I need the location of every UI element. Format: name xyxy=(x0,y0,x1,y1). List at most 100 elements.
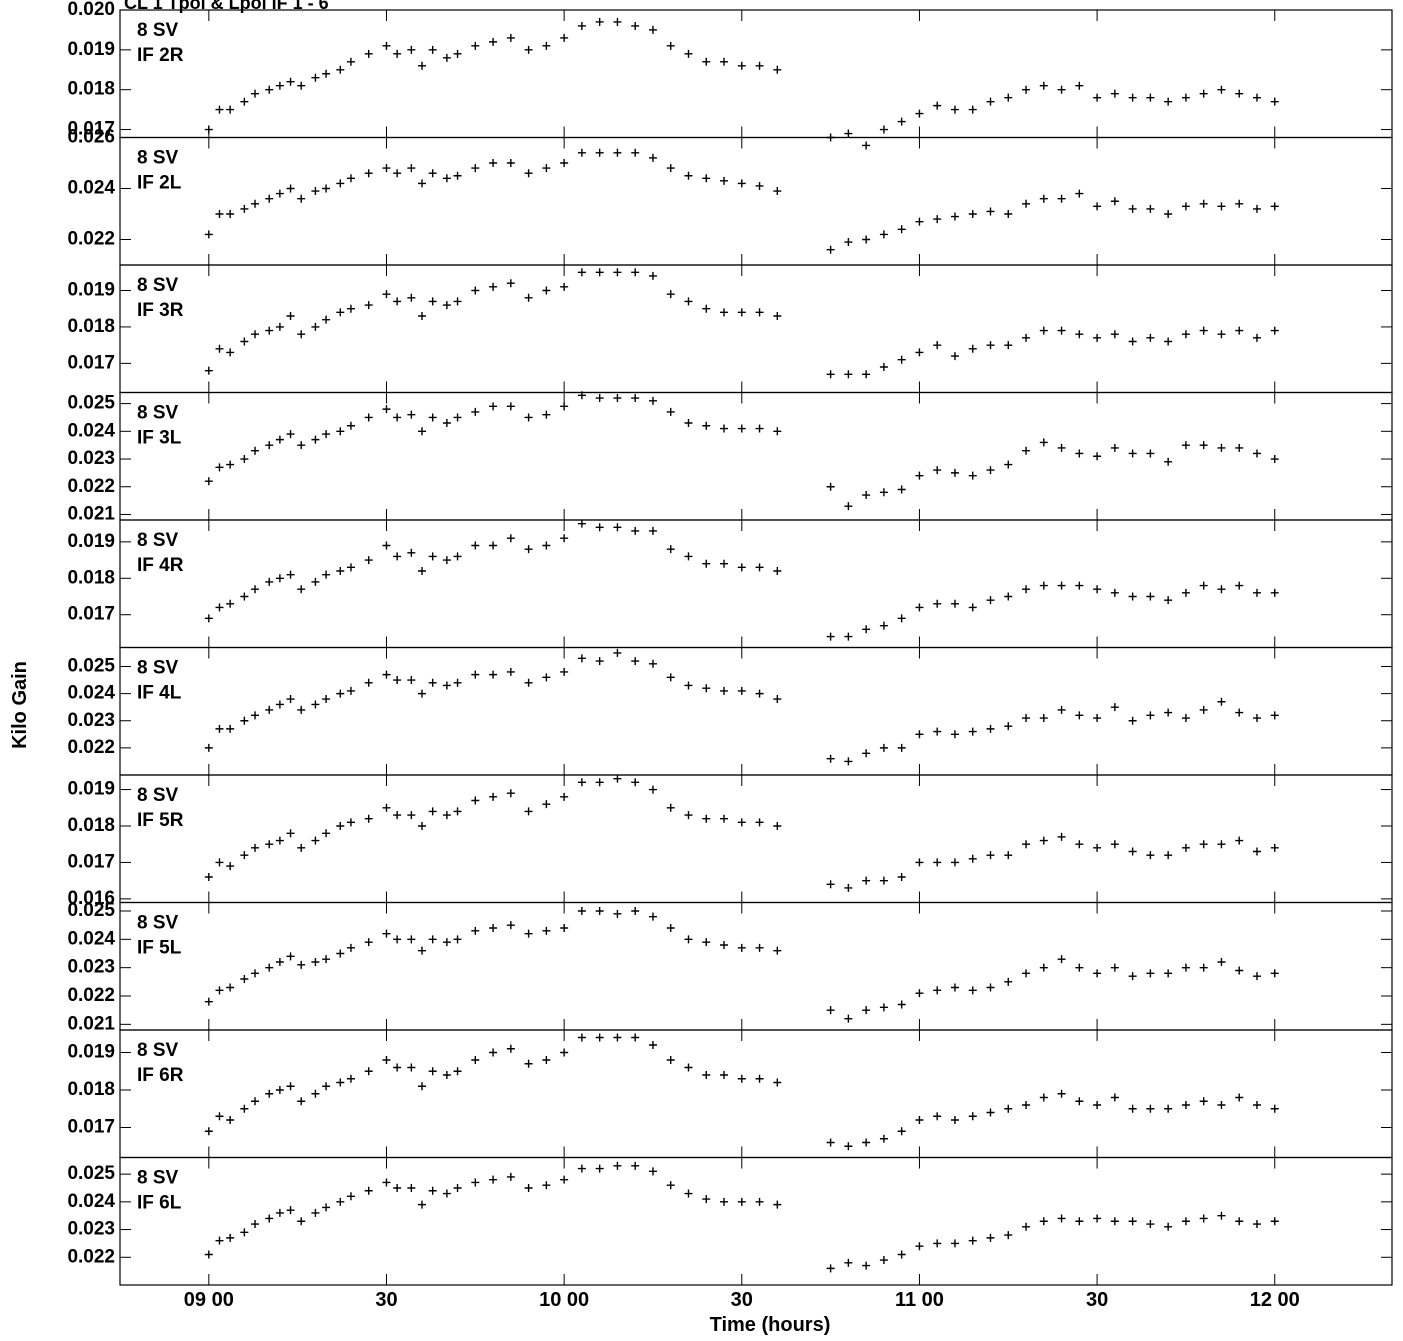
data-point xyxy=(1093,93,1102,102)
data-point xyxy=(286,430,295,439)
data-point xyxy=(506,402,515,411)
data-point xyxy=(737,563,746,572)
data-point xyxy=(773,427,782,436)
data-point xyxy=(322,69,331,78)
data-point xyxy=(428,807,437,816)
data-point xyxy=(1181,441,1190,450)
data-point xyxy=(524,678,533,687)
data-point xyxy=(1270,1104,1279,1113)
panel-label-source: 8 SV xyxy=(137,403,179,424)
data-point xyxy=(1270,455,1279,464)
data-point xyxy=(720,559,729,568)
data-point xyxy=(275,322,284,331)
data-point xyxy=(1075,449,1084,458)
data-point xyxy=(418,567,427,575)
data-point xyxy=(226,862,235,871)
data-point xyxy=(755,943,764,952)
data-point xyxy=(968,210,977,218)
data-point xyxy=(1075,330,1084,339)
panel-label-source: 8 SV xyxy=(137,785,179,806)
data-point xyxy=(240,97,249,106)
data-point xyxy=(1181,588,1190,597)
data-point xyxy=(418,1082,427,1091)
data-point xyxy=(1128,716,1137,725)
y-tick-label: 0.020 xyxy=(67,0,115,20)
data-point xyxy=(442,301,451,310)
data-point xyxy=(1022,714,1031,723)
data-point xyxy=(933,341,942,350)
data-point xyxy=(1004,210,1013,218)
data-point xyxy=(336,427,345,436)
panel-9: 0.017 0.018 0.019 8 SV IF 6R xyxy=(67,1029,1393,1159)
data-point xyxy=(1217,840,1226,849)
panel-label-if: IF 5L xyxy=(137,938,182,959)
data-point xyxy=(1199,441,1208,450)
data-point xyxy=(418,427,427,436)
panel-label-if: IF 4L xyxy=(137,683,182,704)
data-point xyxy=(577,21,586,30)
data-point xyxy=(595,1033,604,1042)
data-point xyxy=(560,282,569,291)
data-point xyxy=(648,1041,657,1049)
data-point xyxy=(542,541,551,550)
data-point xyxy=(251,446,260,455)
data-point xyxy=(1217,443,1226,452)
data-point xyxy=(560,667,569,676)
panel-label-if: IF 3R xyxy=(137,300,184,321)
data-point xyxy=(950,858,959,867)
data-point xyxy=(897,225,906,234)
data-point xyxy=(453,297,462,306)
data-point xyxy=(560,924,569,932)
data-point xyxy=(1181,330,1190,339)
y-tick-label: 0.023 xyxy=(67,710,115,731)
data-point xyxy=(844,129,853,138)
data-point xyxy=(311,836,320,845)
data-point xyxy=(1075,711,1084,720)
data-point xyxy=(393,552,402,561)
y-tick-label: 0.025 xyxy=(67,656,115,677)
data-point xyxy=(489,402,498,411)
data-point xyxy=(879,743,888,752)
y-tick-label: 0.022 xyxy=(67,229,115,250)
data-point xyxy=(577,778,586,787)
data-point xyxy=(933,1112,942,1121)
data-point xyxy=(666,290,675,299)
data-point xyxy=(968,727,977,736)
data-point xyxy=(524,545,533,554)
data-point xyxy=(950,599,959,608)
data-point xyxy=(215,344,224,353)
data-point xyxy=(1110,197,1119,206)
data-point xyxy=(1039,963,1048,972)
data-point xyxy=(862,235,871,244)
data-point xyxy=(1199,326,1208,335)
data-point xyxy=(1181,963,1190,972)
data-point xyxy=(489,792,498,801)
data-point xyxy=(1057,85,1066,94)
data-point xyxy=(1252,847,1261,856)
data-point xyxy=(286,312,295,320)
data-point xyxy=(382,405,391,414)
data-point xyxy=(1128,847,1137,856)
panel-label-if: IF 2L xyxy=(137,173,182,194)
data-point xyxy=(364,1067,373,1076)
data-point xyxy=(560,1048,569,1057)
data-point xyxy=(226,105,235,114)
data-point xyxy=(1164,210,1173,218)
data-point xyxy=(442,418,451,427)
data-point xyxy=(1022,585,1031,594)
data-point xyxy=(1004,1104,1013,1113)
panel-frame xyxy=(119,9,1393,139)
y-tick-label: 0.022 xyxy=(67,1246,115,1267)
data-point xyxy=(915,217,924,226)
data-point xyxy=(489,159,498,167)
data-point xyxy=(204,125,213,134)
data-point xyxy=(826,880,835,889)
data-point xyxy=(226,983,235,992)
panel-label-source: 8 SV xyxy=(137,913,179,934)
data-point xyxy=(1022,333,1031,342)
data-point xyxy=(773,822,782,830)
data-point xyxy=(720,176,729,185)
data-point xyxy=(897,873,906,881)
data-point xyxy=(311,73,320,82)
data-point xyxy=(684,297,693,306)
